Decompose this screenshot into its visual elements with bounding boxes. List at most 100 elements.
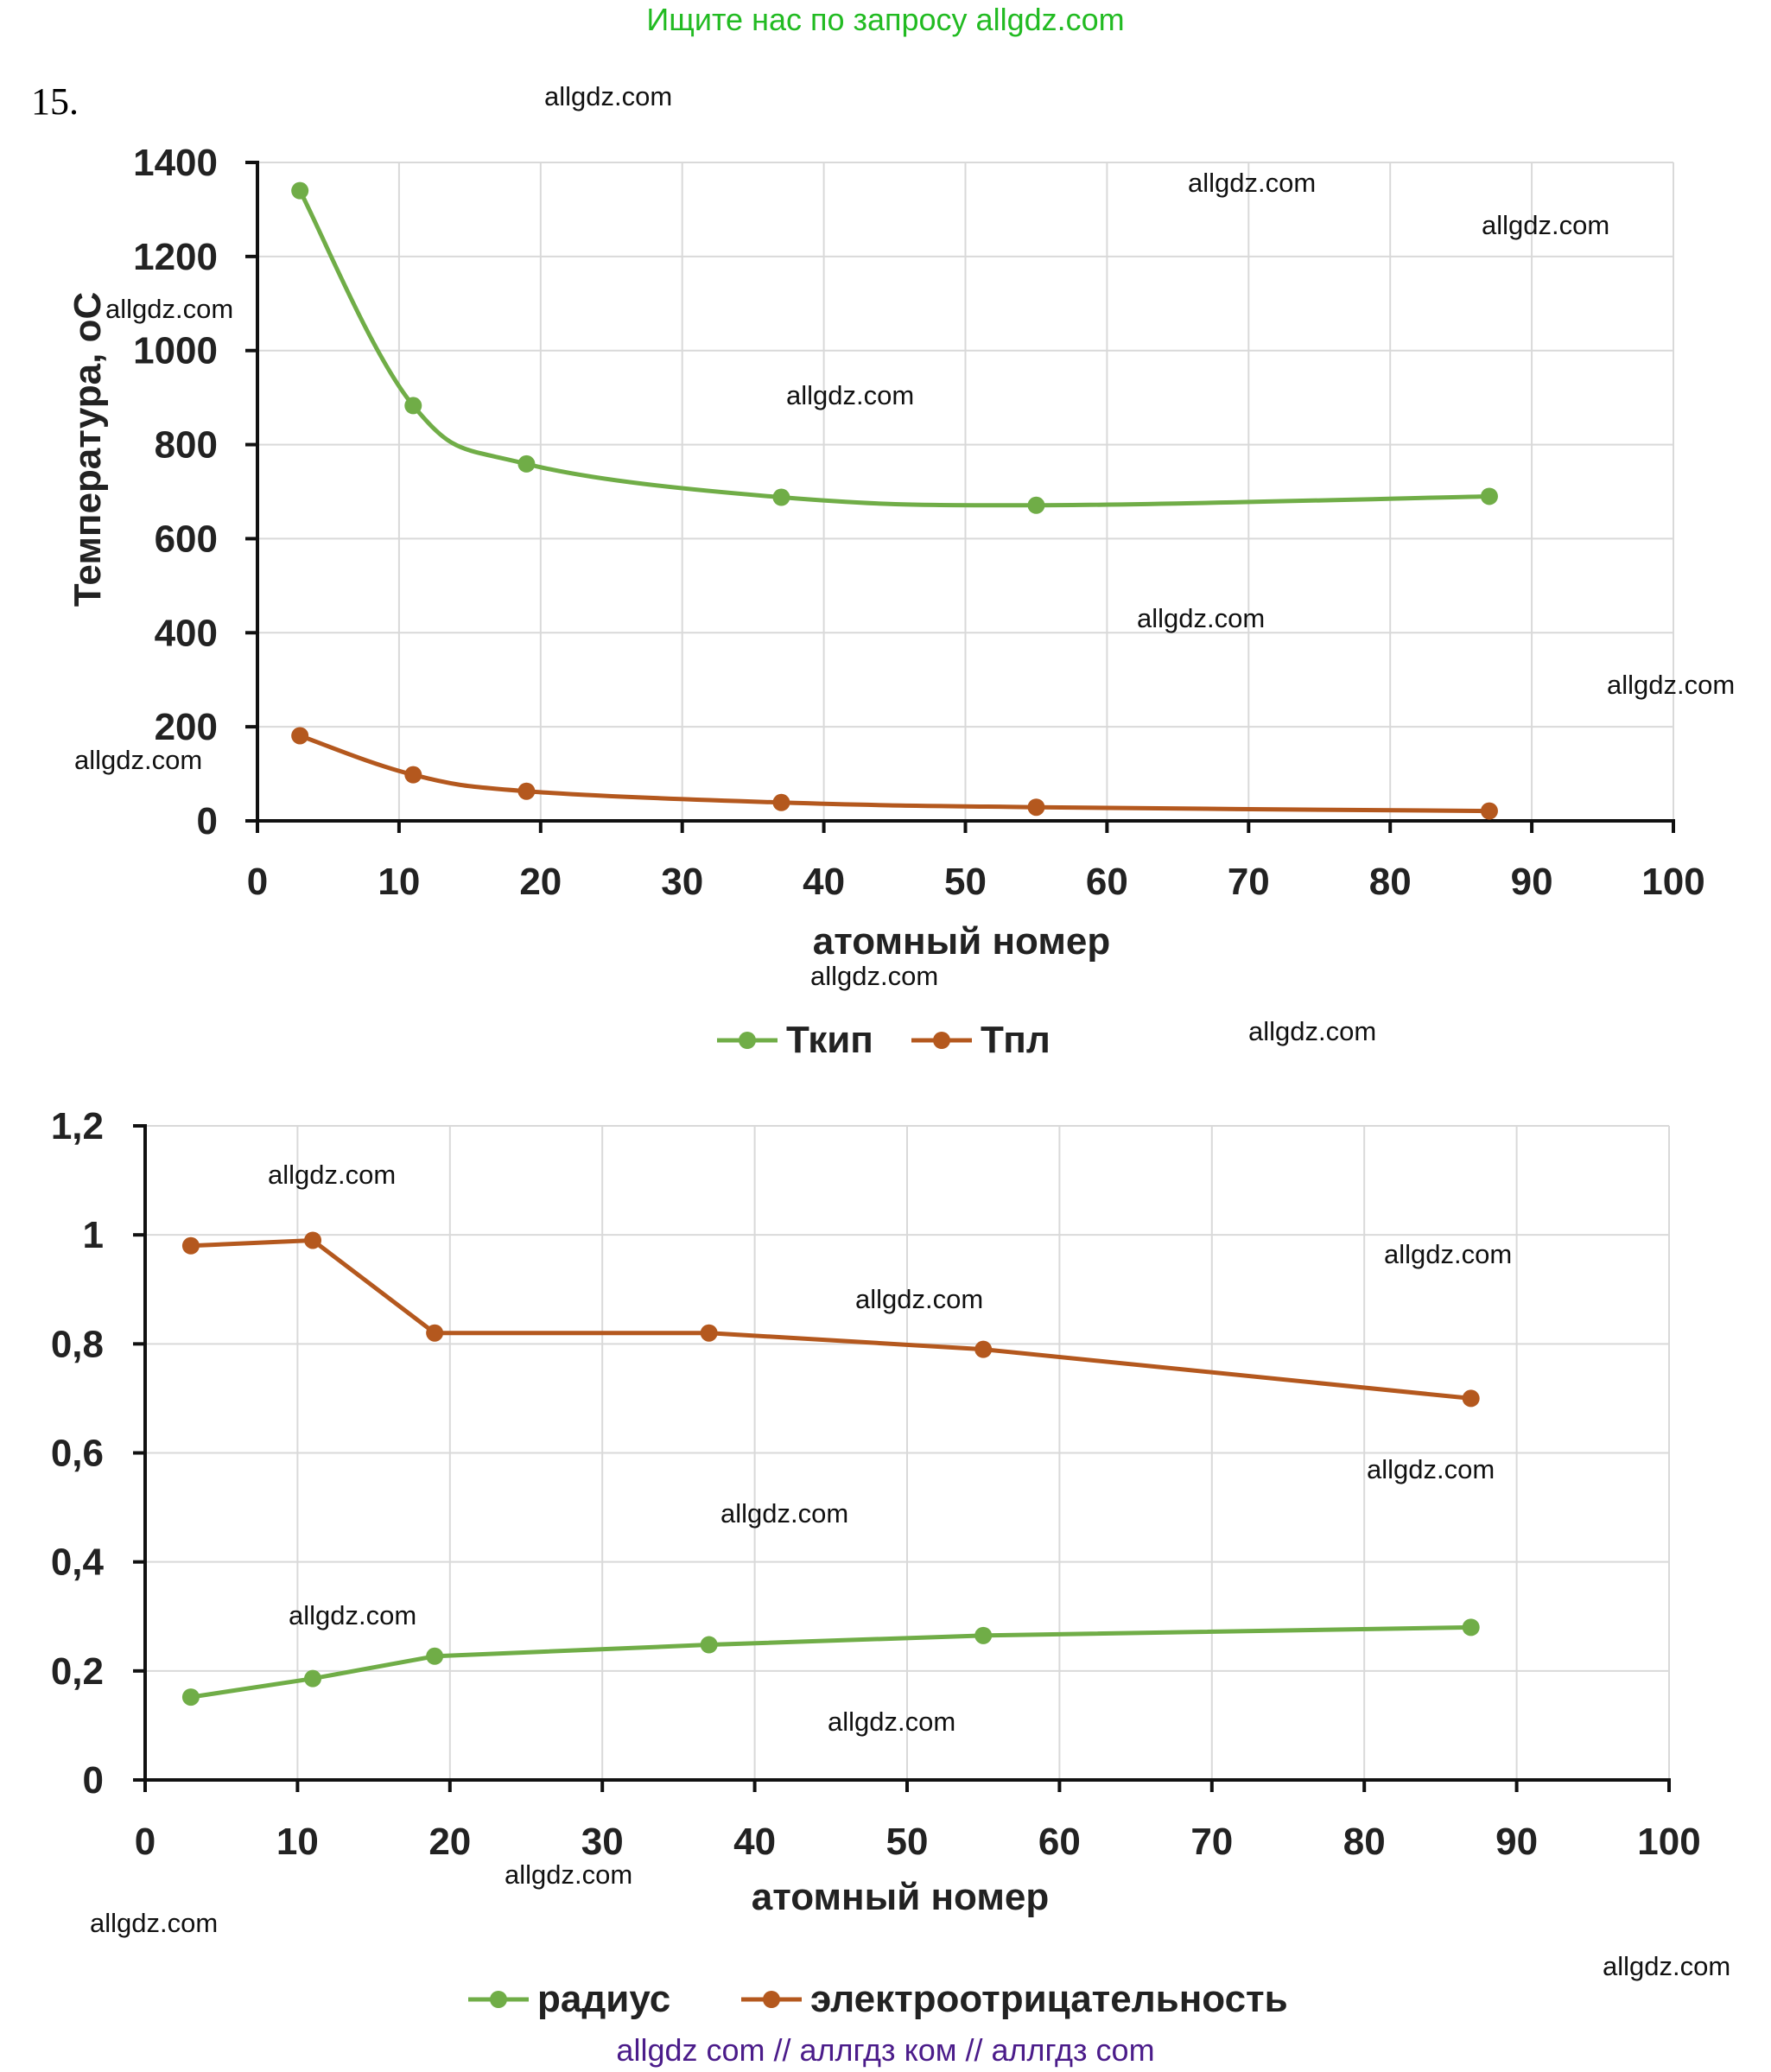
data-point xyxy=(181,1688,200,1707)
watermark: allgdz.com xyxy=(1248,1016,1377,1046)
legend-marker xyxy=(763,1991,780,2008)
x-tick-label: 70 xyxy=(1190,1821,1233,1863)
series-line-2 xyxy=(190,1237,1471,1401)
legend-label: Ткип xyxy=(786,1019,873,1061)
site-banner: Ищите нас по запросу allgdz.com xyxy=(646,2,1125,37)
chart1-series xyxy=(291,181,1498,820)
chart2-series xyxy=(181,1231,1480,1707)
chart1-legend: Ткип Тпл xyxy=(717,1019,1051,1061)
legend-marker xyxy=(739,1032,756,1049)
x-tick-label: 0 xyxy=(247,861,268,903)
x-tick-label: 80 xyxy=(1343,1821,1386,1863)
data-point xyxy=(426,1647,444,1665)
watermark: allgdz.com xyxy=(105,294,234,324)
watermark: allgdz.com xyxy=(289,1600,417,1630)
chart1-x-axis-title: атомный номер xyxy=(813,920,1110,963)
y-tick-label: 1,2 xyxy=(51,1105,104,1147)
x-tick-label: 20 xyxy=(519,861,562,903)
data-point xyxy=(291,181,309,200)
x-tick-label: 100 xyxy=(1641,861,1704,903)
legend-label: электроотрицательность xyxy=(810,1978,1288,2020)
watermark: allgdz.com xyxy=(1607,670,1736,700)
data-point xyxy=(1480,802,1498,820)
x-tick-label: 80 xyxy=(1369,861,1412,903)
y-tick-label: 600 xyxy=(155,518,218,560)
watermark: allgdz.com xyxy=(90,1908,219,1938)
x-tick-label: 30 xyxy=(581,1821,624,1863)
legend-label: радиус xyxy=(537,1978,670,2020)
watermark: allgdz.com xyxy=(810,961,939,991)
data-point xyxy=(291,727,309,745)
y-tick-label: 0,8 xyxy=(51,1323,104,1365)
x-tick-label: 0 xyxy=(135,1821,156,1863)
y-tick-label: 1400 xyxy=(133,142,218,184)
temperature-chart: 0 200 400 600 800 1000 1200 1400 0 10 20 30 40 50 60 7… xyxy=(67,142,1705,1061)
series-line-2 xyxy=(299,734,1489,814)
data-point xyxy=(974,1626,993,1644)
watermark: allgdz.com xyxy=(268,1160,397,1190)
watermark: allgdz.com xyxy=(505,1859,633,1890)
chart2-x-ticks: 0 10 20 30 40 50 60 70 80 90 100 xyxy=(135,1821,1701,1863)
watermark: allgdz.com xyxy=(1603,1951,1731,1981)
x-tick-label: 10 xyxy=(276,1821,319,1863)
watermark: allgdz.com xyxy=(828,1707,956,1737)
x-tick-label: 30 xyxy=(661,861,703,903)
watermark: allgdz.com xyxy=(1367,1454,1495,1484)
y-tick-label: 1200 xyxy=(133,236,218,278)
chart2-legend: радиус электроотрицательность xyxy=(468,1978,1288,2020)
data-point xyxy=(1027,496,1045,514)
y-tick-label: 0,6 xyxy=(51,1433,104,1475)
y-tick-label: 0,2 xyxy=(51,1650,104,1693)
data-point xyxy=(304,1669,322,1687)
y-tick-label: 0 xyxy=(197,800,218,842)
chart1-x-ticks: 0 10 20 30 40 50 60 70 80 90 100 xyxy=(247,861,1705,903)
data-point xyxy=(404,766,422,784)
x-tick-label: 100 xyxy=(1637,1821,1700,1863)
data-point xyxy=(404,397,422,415)
data-point xyxy=(517,454,536,473)
chart1-grid xyxy=(257,162,1674,822)
x-tick-label: 50 xyxy=(886,1821,929,1863)
chart1-axes xyxy=(245,161,1675,833)
x-tick-label: 90 xyxy=(1511,861,1553,903)
data-point xyxy=(772,488,790,506)
watermark: allgdz.com xyxy=(1188,168,1317,198)
legend-marker xyxy=(933,1032,950,1049)
footer-caption: allgdz com // аллгдз ком // аллгдз com xyxy=(616,2032,1155,2068)
watermark: allgdz.com xyxy=(855,1284,984,1314)
radius-electronegativity-chart: 0 0,2 0,4 0,6 0,8 1 1,2 0 10 20 30 40 50 60 70 80 90 100… xyxy=(51,1105,1701,2020)
data-point xyxy=(772,793,790,811)
data-point xyxy=(974,1340,993,1358)
data-point xyxy=(517,782,536,800)
y-tick-label: 200 xyxy=(155,706,218,748)
y-tick-label: 400 xyxy=(155,612,218,654)
task-number: 15. xyxy=(31,80,79,123)
data-point xyxy=(700,1636,718,1654)
y-tick-label: 1000 xyxy=(133,330,218,372)
x-tick-label: 60 xyxy=(1086,861,1128,903)
x-tick-label: 20 xyxy=(428,1821,471,1863)
data-point xyxy=(181,1236,200,1255)
x-tick-label: 60 xyxy=(1038,1821,1081,1863)
y-tick-label: 0 xyxy=(83,1759,104,1802)
watermark: allgdz.com xyxy=(1482,210,1610,240)
data-point xyxy=(1462,1389,1480,1408)
chart2-grid xyxy=(144,1125,1670,1781)
x-tick-label: 90 xyxy=(1495,1821,1538,1863)
legend-label: Тпл xyxy=(981,1019,1051,1061)
x-tick-label: 10 xyxy=(378,861,420,903)
watermark: allgdz.com xyxy=(544,81,673,111)
y-tick-label: 1 xyxy=(83,1214,104,1256)
y-tick-label: 800 xyxy=(155,424,218,467)
x-tick-label: 40 xyxy=(803,861,845,903)
data-point xyxy=(304,1231,322,1249)
x-tick-label: 70 xyxy=(1228,861,1270,903)
chart1-y-ticks: 0 200 400 600 800 1000 1200 1400 xyxy=(133,142,218,842)
data-point xyxy=(1480,487,1498,505)
y-tick-label: 0,4 xyxy=(51,1541,105,1584)
x-tick-label: 50 xyxy=(944,861,987,903)
data-point xyxy=(1462,1618,1480,1637)
watermark: allgdz.com xyxy=(1384,1239,1513,1269)
series-line-1 xyxy=(297,189,1489,508)
chart1-y-axis-title: Температура, оС xyxy=(67,292,109,607)
